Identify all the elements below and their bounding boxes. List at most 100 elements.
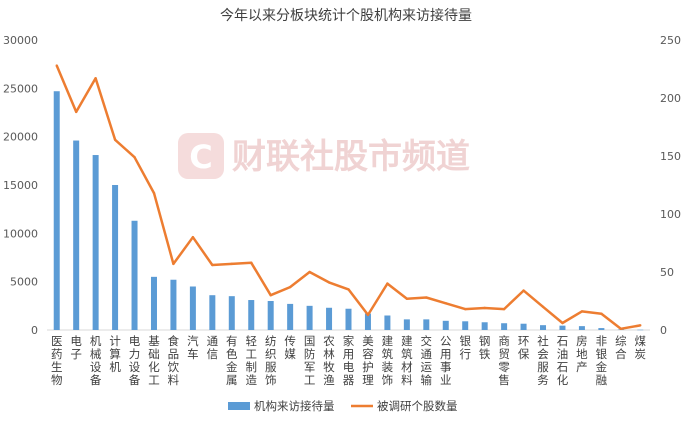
category-label: 电力设备 [129,334,141,387]
line-point [600,312,603,315]
bar [637,329,644,331]
line-point [288,285,292,289]
bar [559,325,566,330]
line-point [327,281,331,284]
line-point [386,282,389,285]
category-label: 公用事业 [440,334,452,387]
line-point [113,138,117,141]
category-label: 基础化工 [148,334,160,387]
right-tick-label: 0 [660,324,667,337]
bar [364,313,371,330]
bar [403,319,410,330]
line-point [580,310,584,313]
category-label: 传媒 [284,334,296,361]
bar [267,301,274,330]
bar [520,323,527,330]
bar [53,91,60,330]
left-tick-label: 15000 [3,179,38,192]
line-point [133,155,136,159]
bar [209,295,216,330]
watermark-text: 财联社股市频道 [232,137,470,177]
bar [306,305,313,330]
line-point [502,307,506,311]
bar [540,325,547,330]
bar [462,321,469,330]
category-label: 食品饮料 [168,334,180,387]
bar [442,320,449,330]
legend-line-label: 被调研个股数量 [377,399,458,413]
bar [131,220,138,330]
line-point [619,327,623,331]
bar [384,315,391,330]
line-point [74,110,78,114]
category-label: 美容护理 [362,334,374,387]
right-axis: 0 50 100 150 200 250 [660,34,681,337]
watermark-logo-letter: C [189,138,212,176]
category-label: 环保 [518,334,530,361]
chart-title: 今年以来分板块统计个股机构来访接待量 [220,7,472,24]
line-point [94,77,97,80]
bar-series [53,91,644,331]
category-label: 计算机 [109,334,121,374]
bar [345,308,352,330]
bar [228,296,235,330]
line-point [55,64,58,67]
bar [481,322,488,330]
line-point [152,191,156,195]
legend: 机构来访接待量 被调研个股数量 [228,399,458,413]
category-label: 建筑装饰 [382,334,394,387]
line-point [444,302,447,305]
category-labels: 医药生物电子机械设备计算机电力设备基础化工食品饮料汽车通信有色金属轻工制造纺织服… [51,334,647,387]
category-label: 非银金融 [596,334,608,387]
line-point [172,262,175,266]
line-point [541,305,545,308]
legend-bar-label: 机构来访接待量 [254,399,335,413]
right-tick-label: 50 [660,266,674,279]
line-point [522,289,525,292]
watermark-logo [178,133,224,179]
line-point [366,313,370,317]
line-point [347,288,350,291]
bar [326,307,333,330]
left-tick-label: 5000 [10,276,38,289]
left-tick-label: 0 [31,324,38,337]
right-tick-label: 200 [660,92,681,105]
category-label: 国防军工 [304,334,316,387]
line-point [191,236,195,239]
left-axis: 0 5000 10000 15000 20000 25000 30000 [3,34,38,337]
category-label: 机械设备 [90,334,102,387]
category-label: 房地产 [576,334,588,374]
bar [112,185,119,330]
category-label: 银行 [459,334,471,361]
right-tick-label: 150 [660,150,681,163]
category-label: 社会服务 [537,334,549,387]
category-label: 轻工制造 [245,334,257,387]
line-point [250,261,253,264]
category-label: 商贸零售 [498,334,510,387]
line-point [483,306,486,310]
bar [501,323,508,330]
category-label: 家用电器 [343,334,355,387]
bar [578,326,585,330]
line-point [405,297,409,300]
bar [598,328,605,330]
left-tick-label: 30000 [3,34,38,47]
right-tick-label: 100 [660,208,681,221]
bar [73,140,80,330]
line-point [211,263,214,267]
category-label: 综合 [615,334,627,361]
legend-bar-swatch [228,402,250,410]
category-label: 农林牧渔 [323,334,335,387]
line-point [269,294,272,297]
category-label: 汽车 [187,334,199,361]
category-label: 交通运输 [421,334,433,387]
category-label: 煤炭 [635,334,647,361]
left-tick-label: 25000 [3,82,38,95]
category-label: 石油石化 [557,334,569,387]
line-point [639,324,642,327]
category-label: 有色金属 [226,334,238,387]
category-label: 纺织服饰 [265,334,277,387]
left-tick-label: 20000 [3,131,38,144]
line-point [464,307,467,311]
category-label: 通信 [207,334,219,361]
